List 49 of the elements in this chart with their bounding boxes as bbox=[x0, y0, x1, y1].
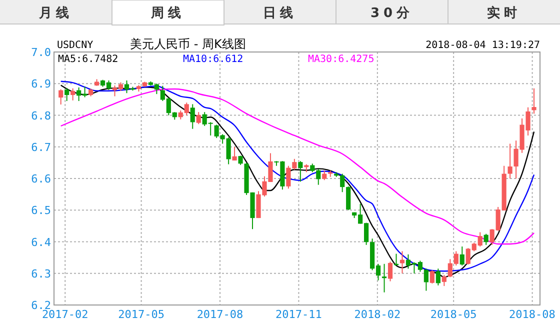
y-tick-label: 6.5 bbox=[31, 204, 51, 218]
line-series bbox=[60, 88, 535, 245]
candlestick bbox=[388, 261, 393, 282]
candlestick bbox=[532, 88, 536, 114]
x-tick-label: 2017-02 bbox=[42, 308, 88, 321]
x-tick-label: 2017-11 bbox=[276, 308, 322, 321]
candlestick bbox=[70, 88, 76, 101]
candlestick bbox=[424, 268, 428, 292]
text: MA30:6.4275 bbox=[308, 54, 374, 65]
candlestick bbox=[322, 170, 327, 181]
candlestick bbox=[400, 250, 405, 274]
candlestick bbox=[508, 143, 512, 179]
text: 日线 bbox=[263, 6, 297, 21]
text: 月线 bbox=[38, 6, 73, 21]
candlestick bbox=[430, 270, 434, 284]
x-tick-label: 2017-05 bbox=[118, 308, 164, 321]
candlestick bbox=[460, 246, 464, 266]
x-tick-label: 2018-08 bbox=[509, 308, 556, 321]
candlestick bbox=[298, 160, 303, 182]
text: 30分 bbox=[370, 6, 414, 21]
y-tick-label: 6.4 bbox=[31, 236, 52, 249]
candlestick bbox=[64, 88, 70, 102]
y-tick-label: 6.9 bbox=[31, 78, 51, 91]
candlestick bbox=[238, 155, 243, 166]
candlestick bbox=[58, 88, 64, 105]
text: 2018-08-04 13:19:27 bbox=[426, 40, 540, 51]
x-tick-label: 2017-08 bbox=[196, 308, 244, 321]
text: 实时 bbox=[487, 5, 521, 21]
candlestick bbox=[196, 112, 201, 125]
y-tick-label: 6.6 bbox=[31, 172, 51, 186]
y-tick-label: 7.0 bbox=[31, 46, 51, 59]
text: 周线 bbox=[150, 6, 185, 21]
candlestick bbox=[190, 104, 195, 130]
candlestick bbox=[484, 233, 488, 246]
y-tick-label: 6.3 bbox=[31, 267, 51, 280]
candlestick bbox=[232, 146, 237, 161]
candlestick bbox=[346, 186, 351, 211]
text: MA10:6.612 bbox=[183, 54, 244, 65]
candlestick bbox=[382, 263, 387, 293]
candlestick bbox=[340, 173, 345, 193]
text: USDCNY bbox=[57, 40, 94, 51]
x-tick-label: 2018-05 bbox=[430, 308, 477, 321]
x-tick-label: 2018-02 bbox=[354, 308, 401, 321]
text: MA5:6.7482 bbox=[58, 54, 118, 65]
y-tick-label: 6.7 bbox=[31, 140, 51, 154]
candlestick bbox=[442, 274, 446, 287]
y-tick-label: 6.8 bbox=[31, 109, 51, 122]
candlestick bbox=[436, 268, 440, 286]
chart-title: 美元人民币 - 周K线图 bbox=[130, 37, 246, 51]
